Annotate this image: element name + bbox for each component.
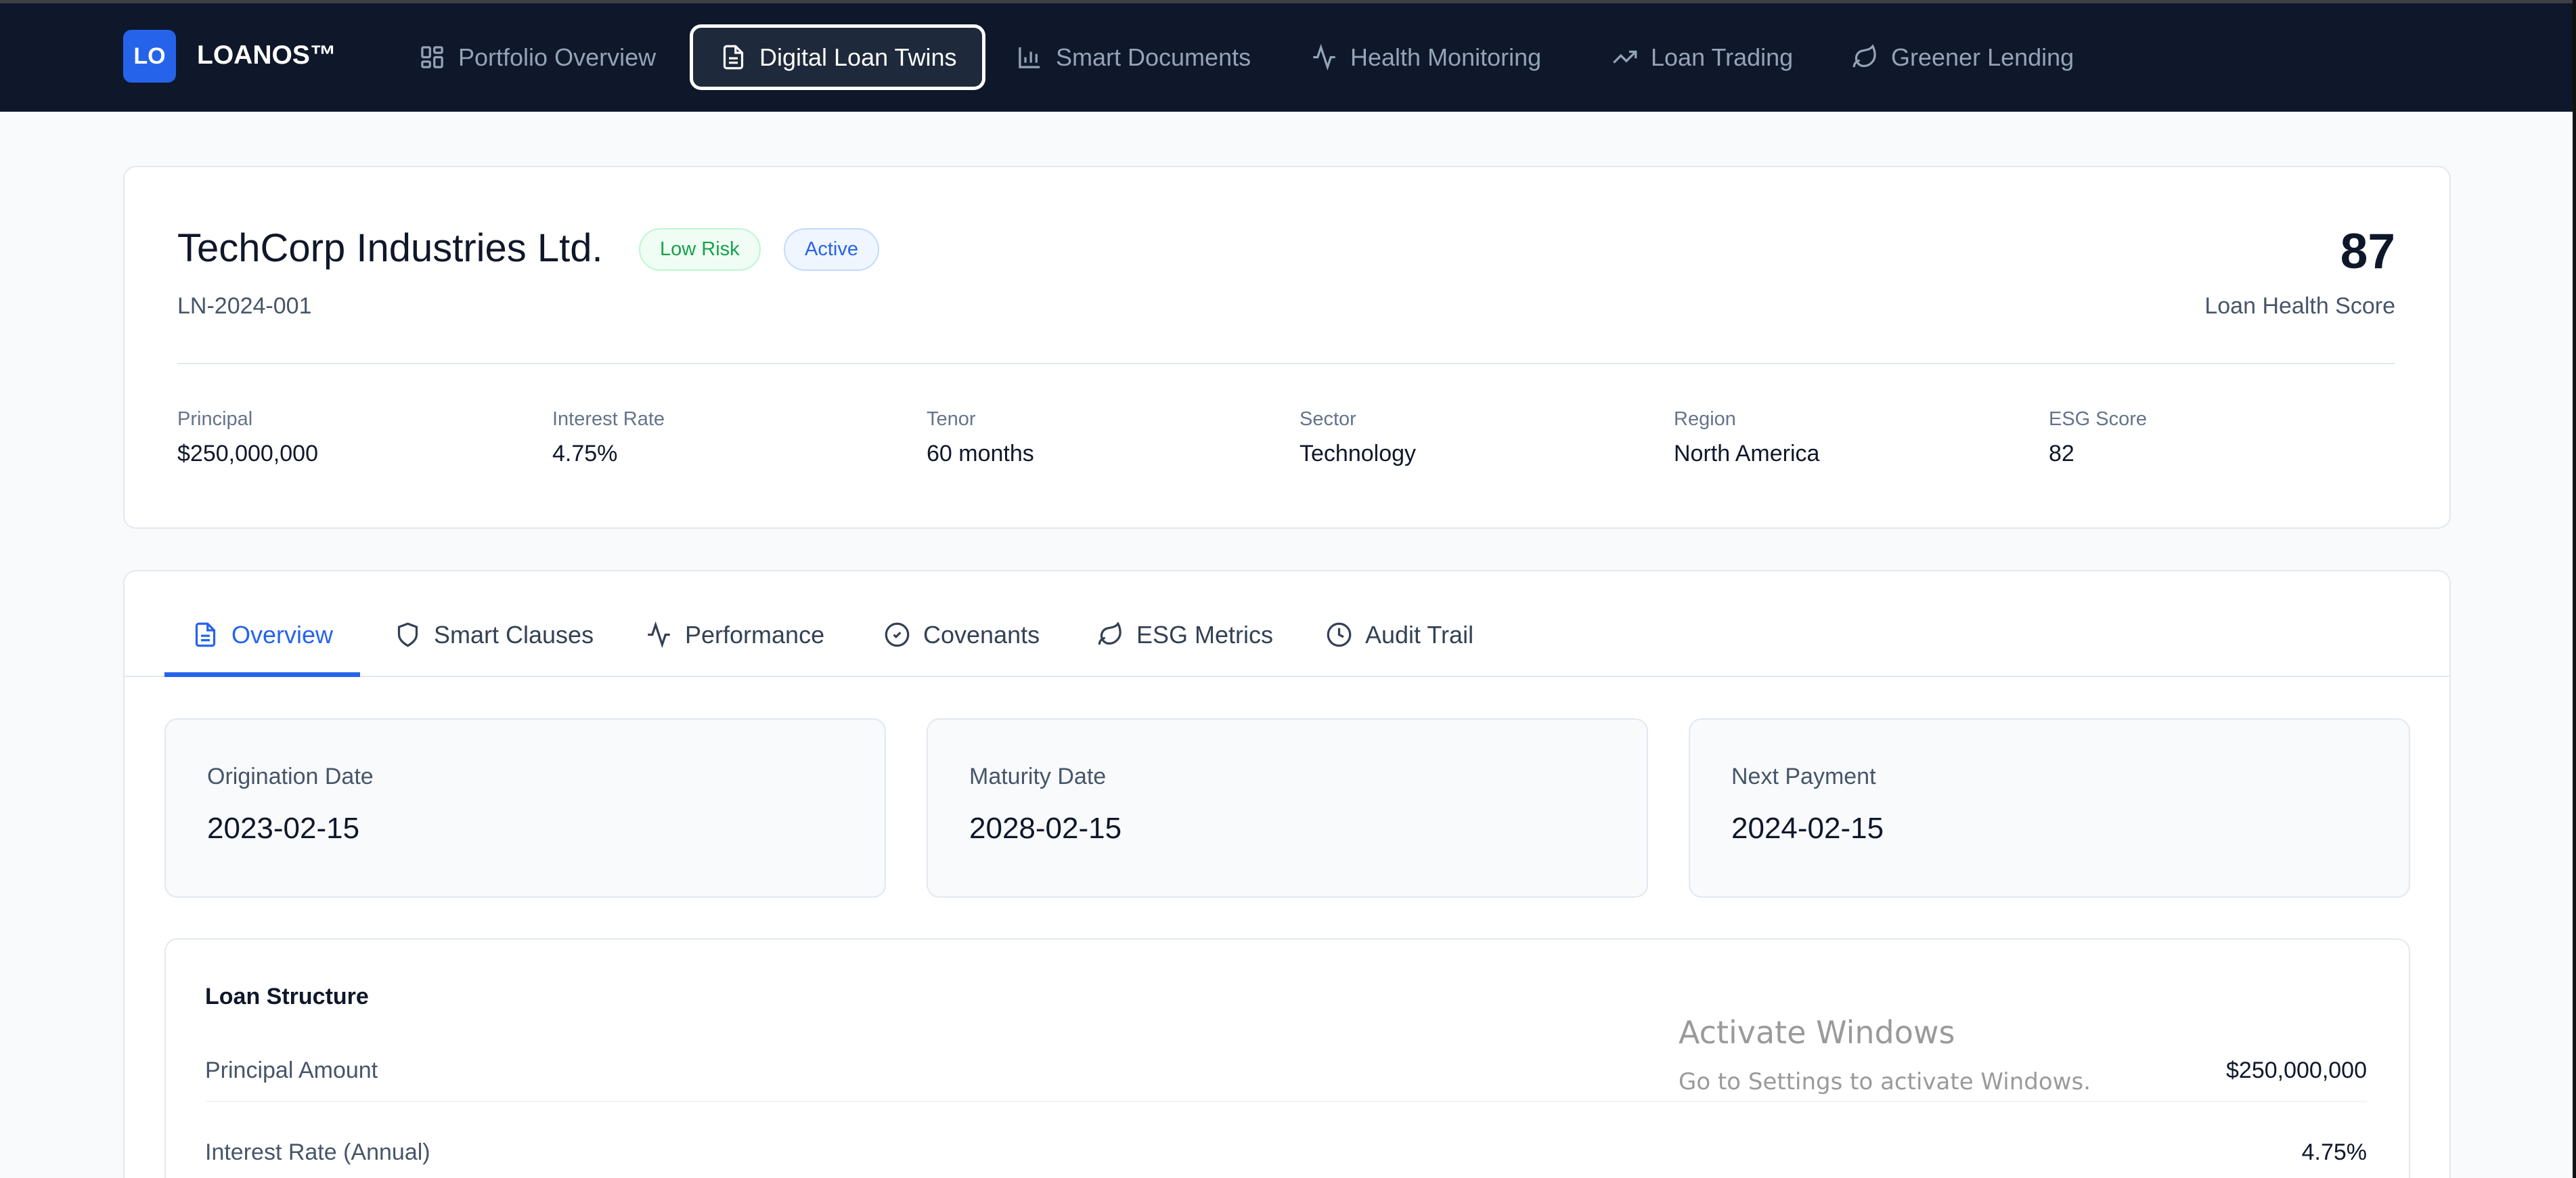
active-tab-indicator [164, 672, 360, 677]
health-score-label: Loan Health Score [2204, 293, 2395, 319]
tab-label: Covenants [923, 621, 1040, 649]
activity-icon [648, 621, 670, 649]
nav-portfolio-overview[interactable]: Portfolio Overview [419, 24, 656, 90]
stat-interest-rate: Interest Rate 4.75% [552, 408, 665, 466]
leaf-icon [1852, 44, 1876, 68]
nav-digital-loan-twins[interactable]: Digital Loan Twins [690, 24, 985, 90]
stat-label: Region [1674, 408, 1736, 430]
structure-row-interest-rate: Interest Rate (Annual) 4.75% [205, 1139, 2367, 1165]
check-circle-icon [885, 622, 910, 647]
nav-label: Portfolio Overview [458, 43, 657, 71]
loan-id: LN-2024-001 [177, 293, 312, 319]
brand-name: LOANOS™ [197, 41, 336, 70]
divider [177, 363, 2395, 364]
stat-value: 4.75% [552, 440, 618, 466]
row-label: Interest Rate (Annual) [205, 1139, 430, 1165]
date-value: 2023-02-15 [207, 812, 360, 846]
tab-label: Overview [231, 621, 334, 649]
structure-row-principal: Principal Amount $250,000,000 [205, 1057, 2367, 1083]
next-payment-card: Next Payment 2024-02-15 [1689, 718, 2410, 898]
trending-up-icon [1613, 50, 1637, 64]
row-label: Principal Amount [205, 1057, 378, 1083]
date-value: 2028-02-15 [969, 812, 1122, 846]
bar-chart-icon [1019, 47, 1040, 68]
stat-sector: Sector Technology [1300, 408, 1417, 466]
nav-label: Greener Lending [1891, 43, 2074, 71]
logo[interactable]: LO [123, 30, 176, 83]
nav-label: Health Monitoring [1350, 43, 1542, 71]
tab-overview[interactable]: Overview [192, 621, 333, 649]
stat-value: 60 months [927, 440, 1034, 466]
maturity-date-card: Maturity Date 2028-02-15 [927, 718, 1648, 898]
borrower-name: TechCorp Industries Ltd. [177, 226, 603, 270]
stat-region: Region North America [1674, 408, 1820, 466]
status-badge: Active [784, 228, 879, 271]
tab-label: Audit Trail [1365, 621, 1474, 649]
nav-label: Loan Trading [1651, 43, 1794, 71]
tab-smart-clauses[interactable]: Smart Clauses [395, 621, 594, 649]
stat-esg-score: ESG Score 82 [2049, 408, 2148, 466]
stat-label: Principal [177, 408, 253, 430]
shield-icon [397, 622, 418, 647]
activity-icon [1313, 44, 1335, 70]
tab-performance[interactable]: Performance [646, 621, 824, 649]
loan-structure-card [164, 938, 2410, 1178]
stat-label: ESG Score [2049, 408, 2148, 430]
risk-badge: Low Risk [639, 228, 761, 271]
leaf-icon [1098, 621, 1122, 645]
stat-label: Tenor [927, 408, 976, 430]
date-label: Origination Date [207, 764, 374, 789]
stat-value: North America [1674, 440, 1820, 466]
nav-loan-trading[interactable]: Loan Trading [1612, 24, 1793, 90]
tab-esg-metrics[interactable]: ESG Metrics [1097, 621, 1273, 649]
stat-value: Technology [1300, 440, 1417, 466]
grid-icon [421, 46, 443, 68]
document-icon [723, 45, 744, 70]
health-score: 87 [2340, 224, 2395, 279]
activation-watermark-title: Activate Windows [1679, 1014, 1955, 1051]
tab-divider [125, 676, 2449, 677]
date-label: Maturity Date [969, 764, 1107, 789]
nav-health-monitoring[interactable]: Health Monitoring [1311, 24, 1541, 90]
top-nav: LO LOANOS™ Portfolio Overview Digital Lo… [0, 0, 2576, 112]
activation-watermark-subtitle: Go to Settings to activate Windows. [1679, 1068, 2091, 1095]
clock-icon [1327, 622, 1352, 647]
document-icon [195, 622, 216, 647]
row-value: $250,000,000 [2226, 1057, 2367, 1083]
row-value: 4.75% [2301, 1139, 2367, 1165]
stat-principal: Principal $250,000,000 [177, 408, 318, 466]
nav-label: Smart Documents [1056, 43, 1251, 71]
stat-value: 82 [2049, 440, 2074, 466]
window-edge [2573, 0, 2576, 1178]
tab-label: Performance [685, 621, 825, 649]
row-divider [205, 1101, 2367, 1102]
nav-label: Digital Loan Twins [759, 43, 957, 71]
loan-summary-card [123, 166, 2451, 529]
stat-label: Interest Rate [552, 408, 665, 430]
date-label: Next Payment [1731, 764, 1876, 789]
loan-structure-title: Loan Structure [205, 984, 369, 1009]
stat-value: $250,000,000 [177, 440, 318, 466]
tab-audit-trail[interactable]: Audit Trail [1326, 621, 1473, 649]
tab-covenants[interactable]: Covenants [884, 621, 1040, 649]
tab-label: ESG Metrics [1136, 621, 1274, 649]
stat-tenor: Tenor 60 months [927, 408, 1034, 466]
origination-date-card: Origination Date 2023-02-15 [164, 718, 886, 898]
date-value: 2024-02-15 [1731, 812, 1884, 846]
nav-greener-lending[interactable]: Greener Lending [1852, 24, 2074, 90]
nav-smart-documents[interactable]: Smart Documents [1017, 24, 1251, 90]
tab-label: Smart Clauses [434, 621, 594, 649]
stat-label: Sector [1300, 408, 1356, 430]
